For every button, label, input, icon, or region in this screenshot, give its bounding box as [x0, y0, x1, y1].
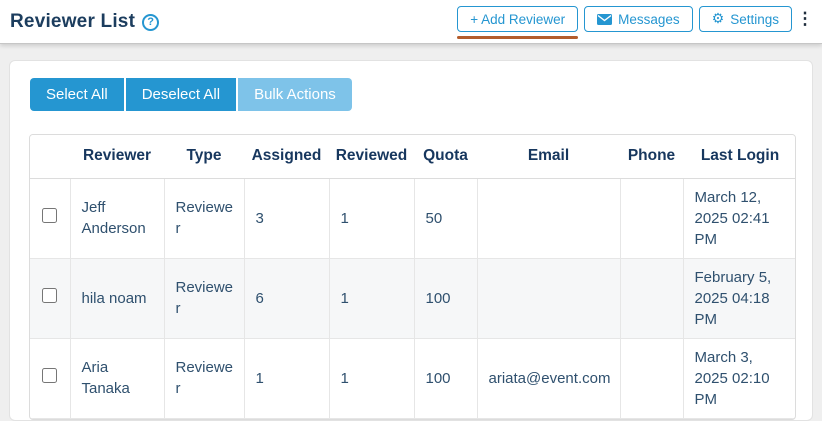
- cell-reviewed: 1: [328, 257, 415, 339]
- table-row: Aria Tanaka Reviewer 1 1 100 ariata@even…: [30, 337, 795, 419]
- deselect-all-button[interactable]: Deselect All: [125, 78, 237, 111]
- cell-phone: [619, 337, 684, 419]
- add-reviewer-wrap: + Add Reviewer: [457, 6, 579, 39]
- top-bar: Reviewer List ? + Add Reviewer Messages …: [0, 0, 822, 44]
- settings-button[interactable]: ⚙ Settings: [698, 6, 792, 32]
- col-header-reviewer: Reviewer: [70, 135, 164, 179]
- messages-button[interactable]: Messages: [584, 6, 693, 32]
- cell-reviewer: Aria Tanaka: [69, 337, 165, 419]
- cell-phone: [619, 257, 684, 339]
- cell-email: [476, 257, 621, 339]
- cell-email: [476, 178, 621, 259]
- cell-reviewed: 1: [328, 178, 415, 259]
- active-tab-underline: [457, 36, 579, 39]
- cell-last-login: March 12, 2025 02:41 PM: [682, 178, 795, 259]
- help-icon[interactable]: ?: [142, 13, 160, 31]
- bulk-actions-button[interactable]: Bulk Actions: [238, 78, 352, 111]
- cell-assigned: 1: [243, 337, 330, 419]
- title-wrap: Reviewer List ?: [10, 0, 160, 44]
- messages-label: Messages: [618, 11, 680, 27]
- col-header-quota: Quota: [414, 135, 477, 179]
- reviewer-table: Reviewer Type Assigned Reviewed Quota Em…: [30, 135, 795, 419]
- cell-last-login: February 5, 2025 04:18 PM: [682, 257, 795, 339]
- cell-quota: 50: [413, 178, 478, 259]
- page-title: Reviewer List: [10, 11, 136, 32]
- gear-icon: ⚙: [711, 11, 725, 27]
- content-card: Select All Deselect All Bulk Actions Rev…: [9, 60, 813, 421]
- row-checkbox[interactable]: [42, 287, 58, 303]
- cell-reviewer: hila noam: [69, 257, 165, 339]
- col-header-phone: Phone: [620, 135, 683, 179]
- cell-type: Reviewer: [163, 178, 245, 259]
- add-reviewer-button[interactable]: + Add Reviewer: [457, 6, 579, 32]
- table-header-row: Reviewer Type Assigned Reviewed Quota Em…: [30, 135, 795, 179]
- cell-type: Reviewer: [163, 337, 245, 419]
- settings-label: Settings: [730, 11, 779, 27]
- cell-reviewer: Jeff Anderson: [69, 178, 165, 259]
- cell-quota: 100: [413, 257, 478, 339]
- kebab-menu-icon[interactable]: ⋮: [796, 9, 814, 28]
- cell-type: Reviewer: [163, 257, 245, 339]
- cell-assigned: 3: [243, 178, 330, 259]
- col-header-reviewed: Reviewed: [329, 135, 414, 179]
- bulk-toolbar: Select All Deselect All Bulk Actions: [30, 78, 352, 111]
- col-header-assigned: Assigned: [244, 135, 329, 179]
- cell-last-login: March 3, 2025 02:10 PM: [682, 337, 795, 419]
- row-checkbox[interactable]: [42, 367, 58, 383]
- col-header-type: Type: [164, 135, 244, 179]
- col-header-checkbox: [30, 135, 70, 179]
- cell-quota: 100: [413, 337, 478, 419]
- reviewer-table-wrap: Reviewer Type Assigned Reviewed Quota Em…: [29, 134, 796, 420]
- col-header-email: Email: [477, 135, 620, 179]
- cell-phone: [619, 178, 684, 259]
- select-all-button[interactable]: Select All: [30, 78, 124, 111]
- col-header-last-login: Last Login: [683, 135, 795, 179]
- table-row: hila noam Reviewer 6 1 100 February 5, 2…: [30, 257, 795, 339]
- cell-reviewed: 1: [328, 337, 415, 419]
- topbar-actions: + Add Reviewer Messages ⚙ Settings ⋮: [457, 6, 814, 39]
- row-checkbox[interactable]: [42, 207, 58, 223]
- envelope-icon: [597, 13, 613, 25]
- table-row: Jeff Anderson Reviewer 3 1 50 March 12, …: [30, 178, 795, 259]
- cell-email: ariata@event.com: [476, 337, 621, 419]
- cell-assigned: 6: [243, 257, 330, 339]
